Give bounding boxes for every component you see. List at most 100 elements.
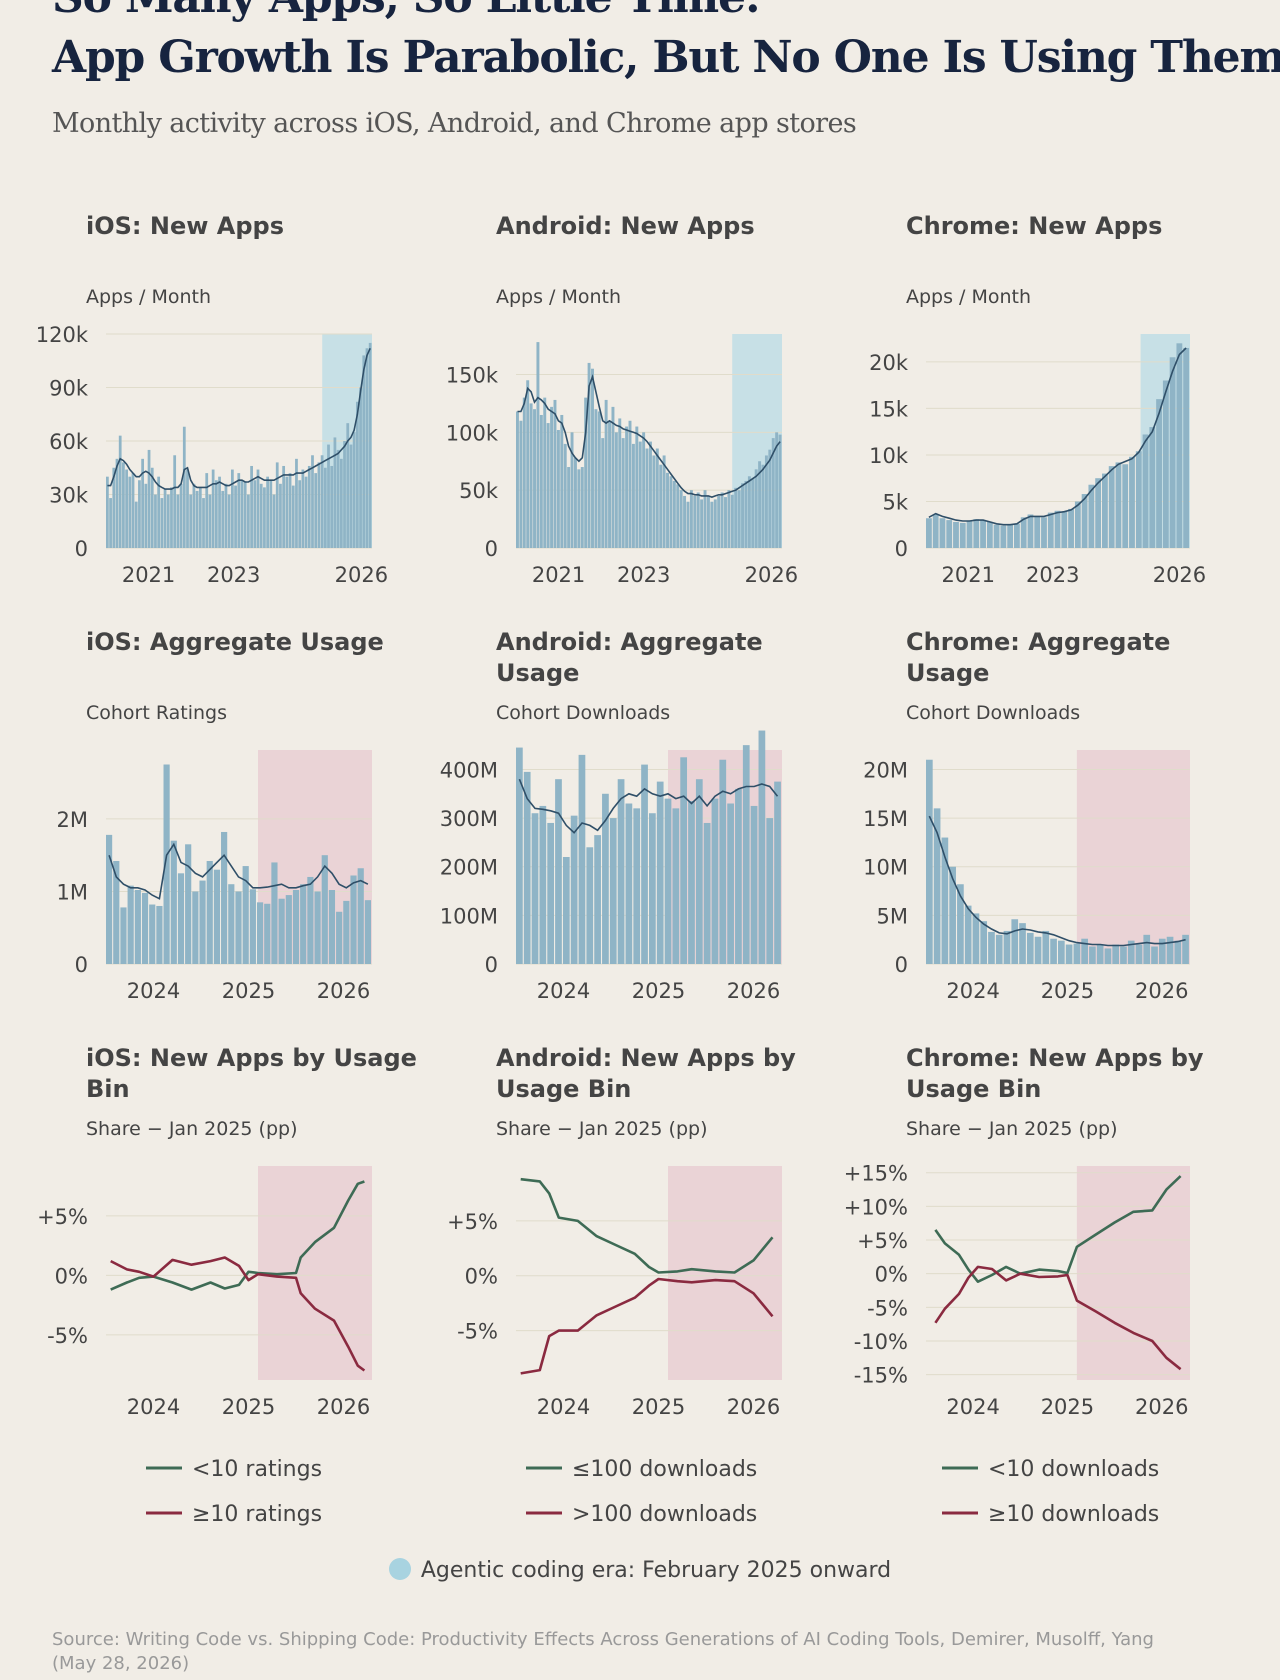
x-tick-label: 2023	[207, 563, 260, 587]
bar	[186, 469, 189, 548]
bar	[307, 876, 314, 964]
bar	[185, 844, 192, 964]
y-tick-label: -15%	[854, 1364, 908, 1388]
y-tick-label: 5M	[877, 904, 908, 928]
bar	[526, 380, 530, 548]
bar	[693, 495, 697, 548]
bar	[700, 499, 704, 548]
era-legend-text: Agentic coding era: February 2025 onward	[420, 1558, 892, 1583]
trend-line	[108, 842, 369, 900]
bar	[1041, 517, 1047, 548]
bar	[206, 860, 213, 964]
bar	[696, 492, 700, 548]
bar	[964, 905, 972, 964]
bar	[1003, 930, 1011, 964]
bar	[1058, 940, 1065, 964]
x-tick-label: 2026	[1153, 563, 1206, 587]
bar	[609, 818, 617, 964]
bar	[764, 455, 768, 548]
bar	[170, 487, 173, 548]
bar	[720, 492, 724, 548]
bar	[713, 499, 717, 548]
legend-label: <10 ratings	[192, 1457, 322, 1482]
panel-ylabel: Share − Jan 2025 (pp)	[906, 1118, 1118, 1140]
bar	[321, 855, 328, 964]
bar	[672, 480, 676, 548]
bar	[594, 835, 601, 964]
bar	[192, 891, 199, 964]
era-shade	[1076, 750, 1190, 964]
panel-ylabel: Cohort Downloads	[496, 702, 670, 724]
bar	[269, 480, 273, 548]
bar	[208, 494, 212, 548]
y-tick-label: 0%	[55, 1264, 88, 1288]
bar	[1007, 524, 1014, 548]
bar	[1095, 478, 1102, 548]
chrome-bins-chart: Chrome: New Apps by Usage Bin Share − Jan …	[844, 1044, 1204, 1527]
bar	[144, 483, 148, 548]
panel-ylabel: Cohort Ratings	[86, 702, 227, 724]
bar	[766, 818, 774, 964]
y-tick-label: 0	[895, 953, 908, 977]
trend-line	[928, 347, 1187, 526]
x-tick-label: 2024	[537, 1395, 590, 1419]
bar	[242, 866, 249, 964]
bar	[350, 875, 357, 964]
bar	[157, 476, 161, 548]
bar	[1074, 501, 1081, 548]
bar	[570, 815, 578, 964]
bar	[1142, 434, 1149, 548]
bar	[327, 444, 330, 548]
y-tick-label: 5k	[882, 490, 908, 514]
bar	[628, 420, 632, 548]
bar	[1135, 451, 1142, 548]
bar	[988, 931, 995, 964]
bar	[106, 476, 109, 548]
y-tick-label: +15%	[844, 1162, 908, 1186]
bar	[227, 494, 231, 548]
era-shade	[1076, 1166, 1190, 1380]
bar	[562, 857, 570, 964]
bar	[1019, 923, 1026, 964]
y-tick-label: 0	[75, 953, 88, 977]
bar	[638, 441, 642, 548]
bar	[213, 869, 221, 964]
bar	[1127, 940, 1135, 964]
bar	[199, 880, 206, 964]
x-tick-label: 2023	[1026, 563, 1079, 587]
bar	[336, 449, 340, 548]
bar	[364, 900, 371, 964]
bar	[343, 441, 346, 548]
bar	[1122, 464, 1129, 548]
bar	[1112, 944, 1120, 964]
bar	[742, 745, 750, 964]
bar	[170, 840, 177, 964]
bar	[256, 902, 264, 964]
bar	[304, 476, 308, 548]
bar	[221, 831, 228, 964]
bar	[1027, 514, 1034, 548]
bar	[202, 498, 205, 548]
trend-line	[518, 778, 779, 834]
bar	[1166, 936, 1174, 964]
bar	[253, 480, 257, 548]
bar	[109, 498, 112, 548]
bar	[941, 837, 949, 964]
bar	[249, 889, 256, 964]
y-tick-label: +10%	[844, 1195, 908, 1219]
bar	[307, 465, 311, 548]
subtitle: Monthly activity across iOS, Android, an…	[52, 108, 857, 139]
trend-line	[517, 373, 781, 498]
bar	[695, 779, 703, 964]
bar	[710, 501, 714, 548]
bar	[271, 862, 278, 964]
bar	[973, 519, 980, 548]
panel-title: iOS: Aggregate Usage	[86, 628, 384, 656]
y-tick-label: 15M	[863, 807, 908, 831]
x-tick-label: 2026	[317, 1395, 370, 1419]
legend-label: ≥10 ratings	[192, 1502, 322, 1527]
bar	[1054, 510, 1061, 548]
bar	[642, 432, 646, 548]
y-tick-label: 400M	[440, 758, 498, 782]
bar	[311, 455, 314, 548]
